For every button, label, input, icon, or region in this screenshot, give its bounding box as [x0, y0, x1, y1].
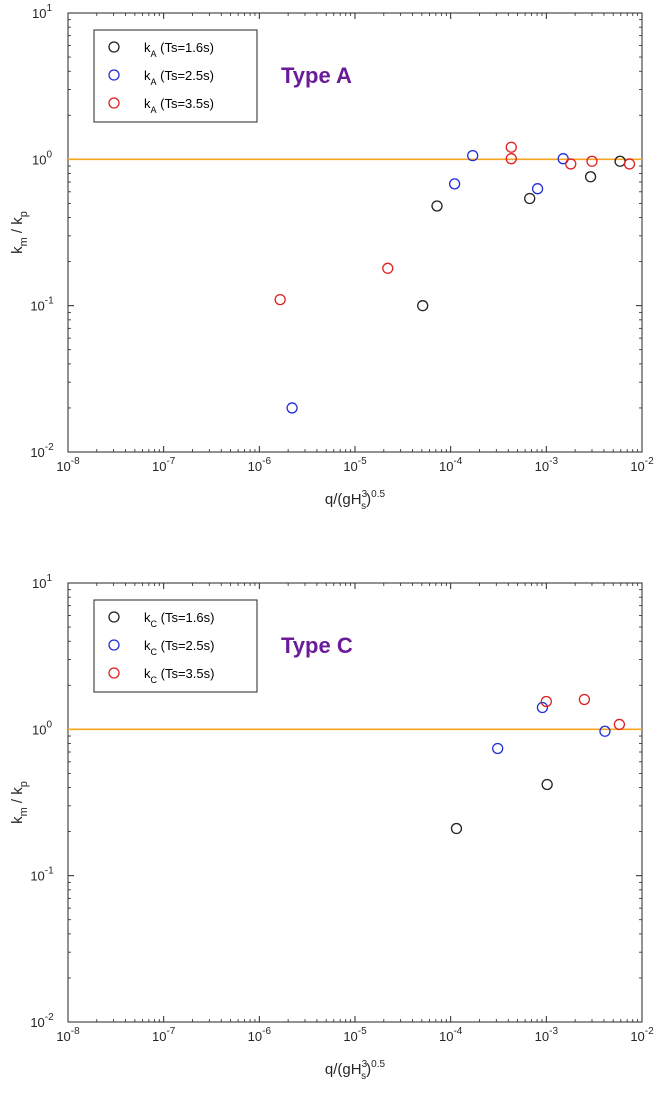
legend-label: kA (Ts=3.5s)	[144, 96, 214, 115]
x-tick-label: 10-8	[56, 1026, 80, 1044]
data-point	[578, 693, 591, 706]
series-1	[286, 149, 569, 414]
y-tick-label: 101	[32, 3, 52, 21]
legend-box	[93, 29, 258, 123]
data-point	[540, 695, 552, 708]
data-point	[274, 293, 286, 306]
series-2	[274, 141, 636, 306]
legend: kC (Ts=1.6s) kC (Ts=2.5s) kC (Ts=3.5s)	[93, 599, 258, 693]
legend-marker	[108, 97, 120, 109]
x-tick-label: 10-7	[152, 1026, 176, 1044]
data-point	[541, 778, 553, 791]
series-2	[540, 693, 626, 731]
x-tick-label: 10-7	[152, 456, 176, 474]
legend-marker	[108, 69, 120, 81]
legend-label: kC (Ts=1.6s)	[144, 610, 214, 629]
y-tick-label: 100	[32, 149, 52, 167]
data-point	[450, 822, 463, 835]
data-point	[286, 402, 298, 414]
data-point	[505, 141, 517, 153]
minor-ticks	[68, 583, 642, 1022]
chart-title: Type C	[281, 633, 353, 658]
data-point	[492, 742, 504, 755]
data-point	[467, 149, 479, 162]
y-tick-label: 10-1	[30, 296, 54, 314]
data-point	[448, 178, 461, 190]
x-axis-title: q/(gH3 s)0.5	[325, 1059, 386, 1082]
data-point	[531, 183, 544, 195]
data-point	[599, 725, 611, 737]
data-point	[586, 155, 598, 167]
x-tick-label: 10-5	[343, 456, 367, 474]
legend-label: kC (Ts=3.5s)	[144, 666, 214, 685]
legend-marker	[108, 611, 120, 623]
series-1	[492, 701, 611, 755]
legend-box	[93, 599, 258, 693]
data-point	[613, 718, 626, 731]
x-axis-title: q/(gH3 s)0.5	[325, 489, 386, 512]
legend-marker	[108, 639, 120, 651]
legend-label: kA (Ts=2.5s)	[144, 68, 214, 87]
legend-label: kA (Ts=1.6s)	[144, 40, 214, 59]
y-tick-label: 10-1	[30, 866, 54, 884]
data-point	[584, 171, 597, 183]
x-tick-label: 10-6	[248, 1026, 272, 1044]
data-point	[431, 200, 443, 212]
x-tick-label: 10-2	[630, 456, 654, 474]
y-tick-label: 10-2	[30, 1012, 54, 1030]
x-tick-label: 10-3	[535, 1026, 559, 1044]
y-tick-label: 10-2	[30, 442, 54, 460]
legend-marker	[108, 41, 120, 53]
chart-panel-0: 10-8 10-7 10-6 10-5 10-4 10-3 10-2 10-2 10-1 100 1…	[9, 3, 654, 512]
data-point	[524, 192, 536, 205]
data-point	[623, 158, 636, 170]
y-tick-label: 101	[32, 573, 52, 591]
data-point	[505, 153, 517, 165]
x-tick-label: 10-4	[439, 1026, 463, 1044]
y-axis-title: km / kp	[9, 211, 30, 254]
data-point	[417, 300, 429, 312]
y-axis-title: km / kp	[9, 781, 30, 824]
chart-title: Type A	[281, 63, 352, 88]
legend-marker	[108, 667, 120, 679]
x-tick-label: 10-4	[439, 456, 463, 474]
series-0	[417, 155, 626, 312]
x-tick-label: 10-3	[535, 456, 559, 474]
legend: kA (Ts=1.6s) kA (Ts=2.5s) kA (Ts=3.5s)	[93, 29, 258, 123]
legend-label: kC (Ts=2.5s)	[144, 638, 214, 657]
x-tick-label: 10-5	[343, 1026, 367, 1044]
x-tick-label: 10-8	[56, 456, 80, 474]
series-0	[450, 778, 553, 835]
chart-panel-1: 10-8 10-7 10-6 10-5 10-4 10-3 10-2 10-2 10-1 100 1…	[9, 573, 654, 1082]
data-point	[557, 153, 569, 165]
y-tick-label: 100	[32, 719, 52, 737]
data-point	[565, 158, 577, 170]
x-tick-label: 10-6	[248, 456, 272, 474]
data-point	[382, 262, 394, 274]
data-point	[536, 701, 549, 714]
x-tick-label: 10-2	[630, 1026, 654, 1044]
minor-ticks	[68, 13, 642, 452]
